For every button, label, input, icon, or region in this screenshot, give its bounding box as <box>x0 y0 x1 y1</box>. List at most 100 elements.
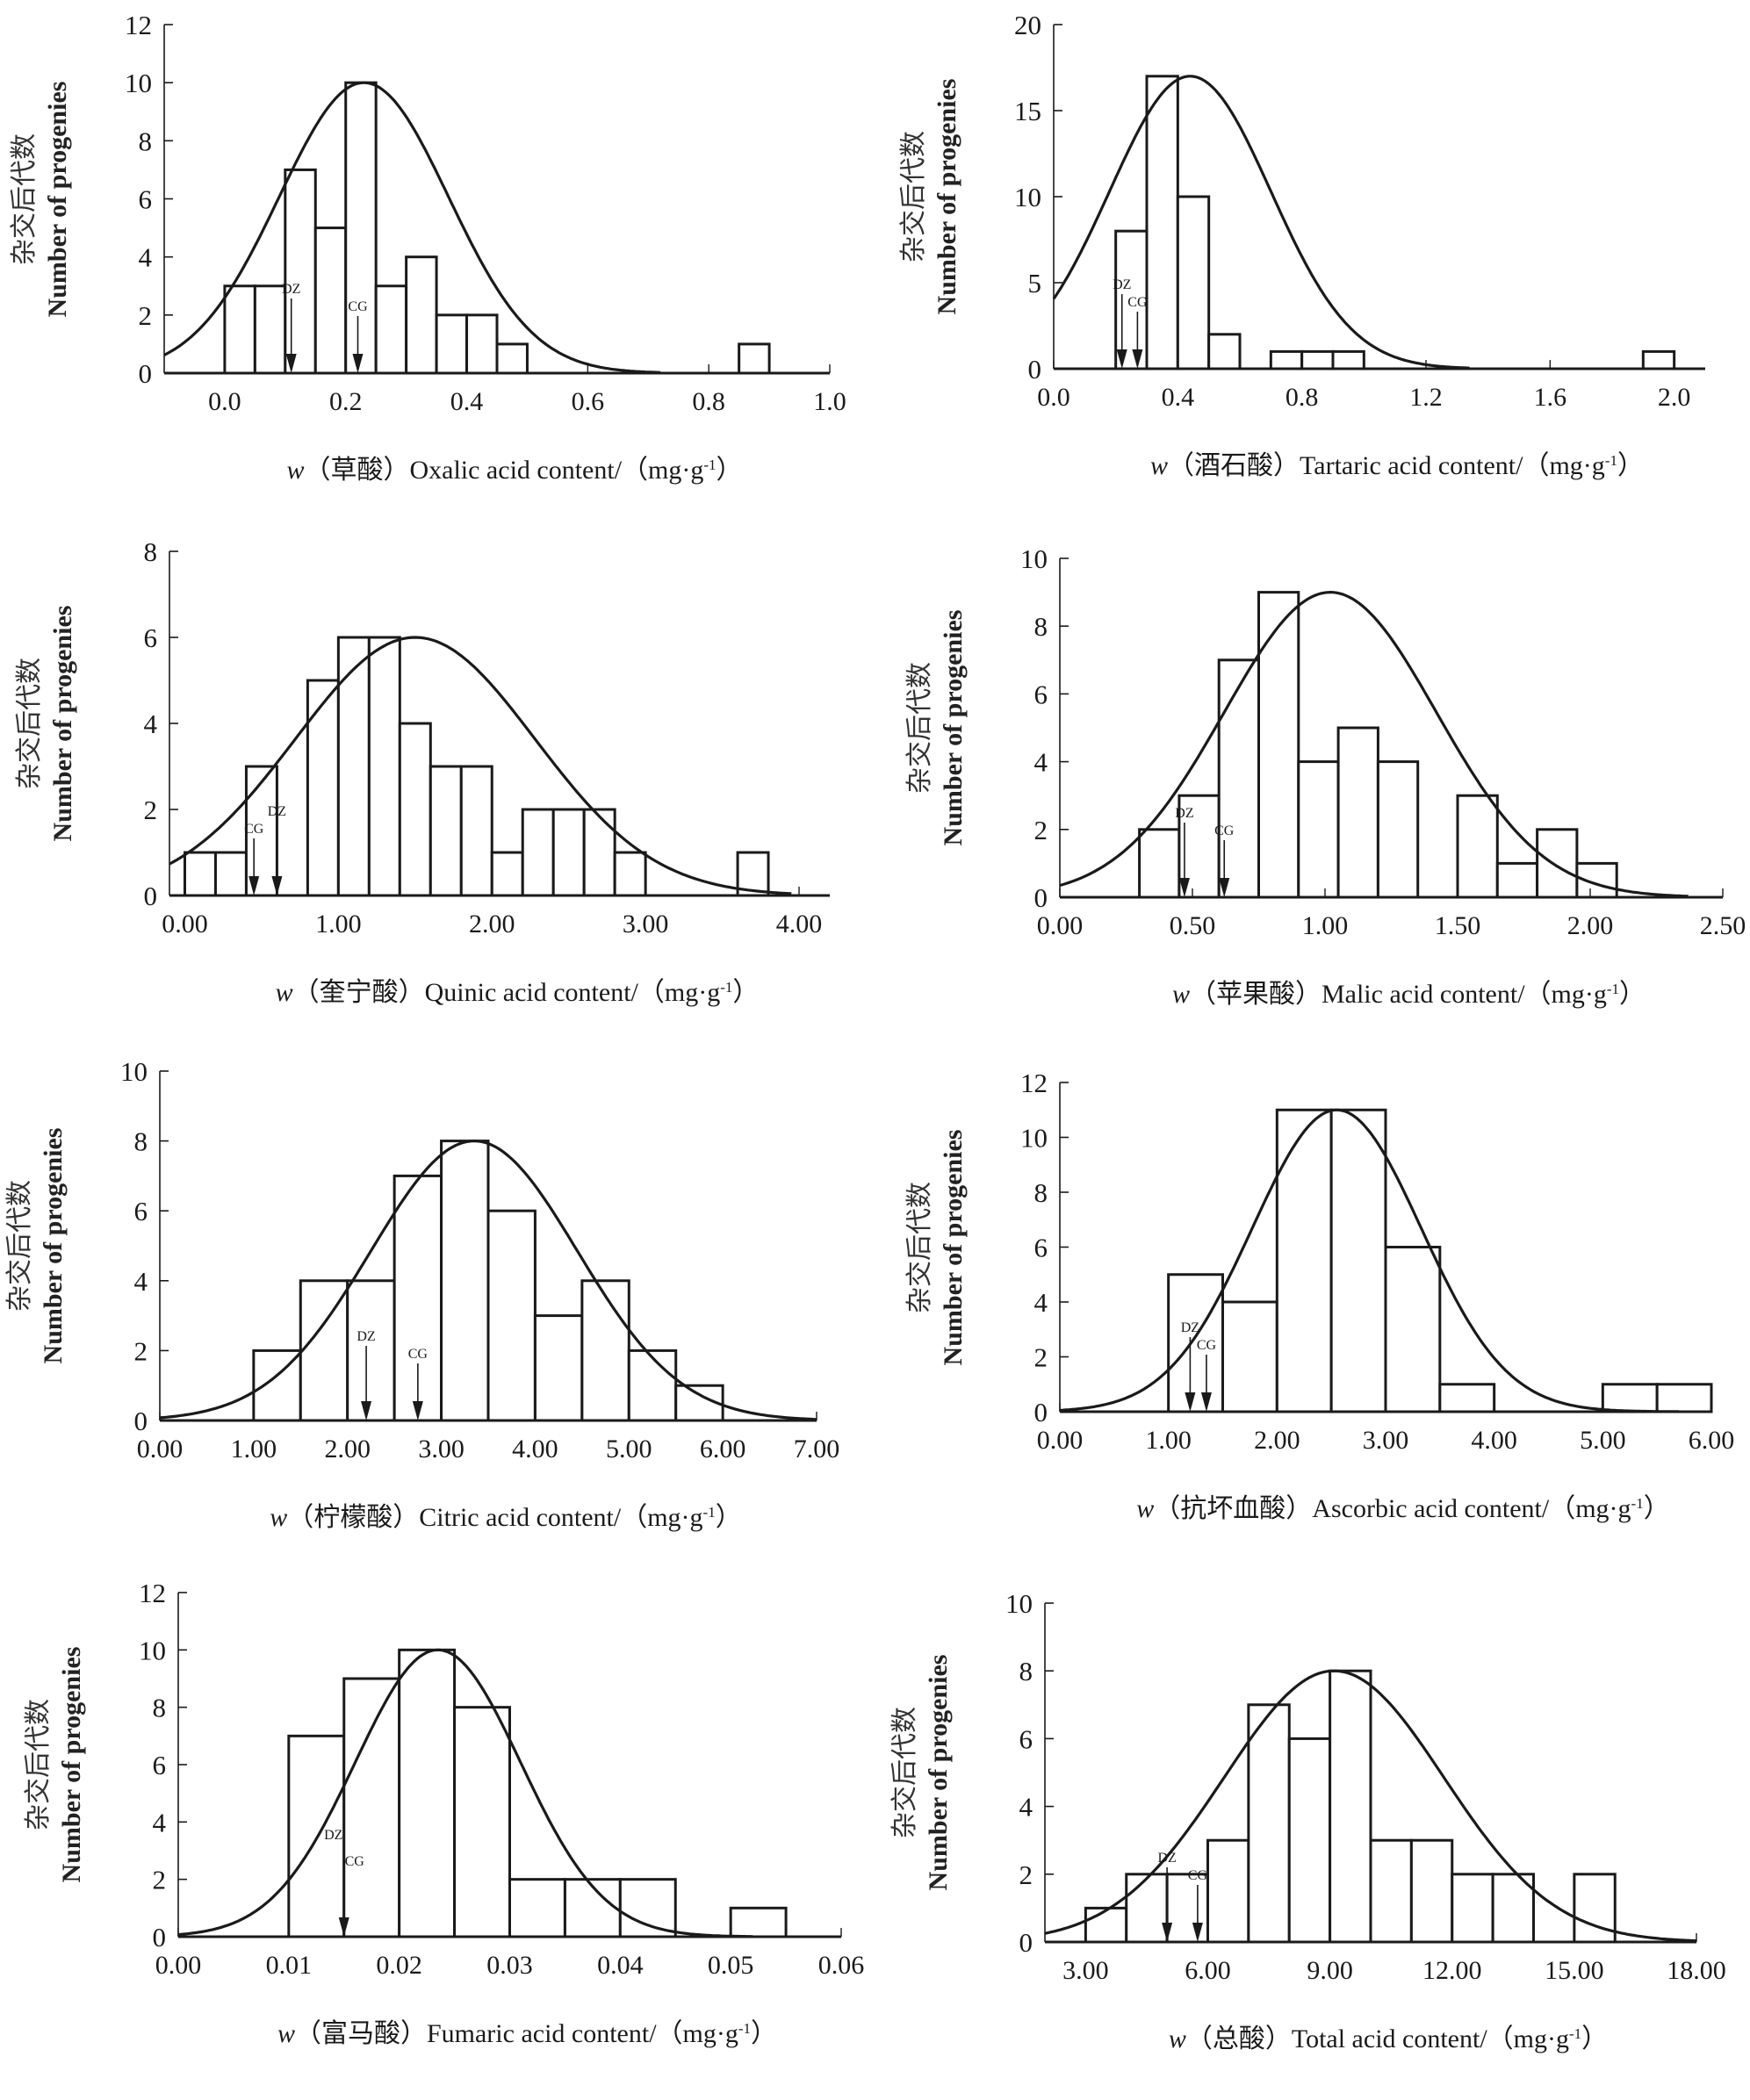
marker-label-cg: CG <box>1127 295 1148 310</box>
x-label-en: Ascorbic acid content/（mg·g <box>1312 1494 1631 1523</box>
y-axis-label-cn: 杂交后代数 <box>899 131 928 262</box>
x-tick-label: 0.4 <box>450 387 484 416</box>
normal-curve <box>1059 590 1689 898</box>
x-tick-label: 0.00 <box>1037 1426 1084 1455</box>
histogram-ascorbic: 0 2 4 6 8 10 12 0.00 1.00 2.00 3.00 4.00 5.00 6.00 DZ C… <box>1020 1068 1734 1455</box>
x-tick-label: 0.00 <box>137 1435 184 1464</box>
y-tick-label: 2 <box>153 1865 167 1895</box>
histogram-bar <box>398 722 432 897</box>
x-tick-label: 1.2 <box>1409 383 1443 412</box>
x-tick-label: 9.00 <box>1307 1956 1353 1985</box>
arrowhead-icon <box>248 876 260 895</box>
y-tick-label: 0 <box>134 1406 148 1436</box>
arrowhead-icon <box>412 1401 423 1420</box>
arrowhead-icon <box>1132 349 1143 369</box>
histogram-bar <box>313 227 348 375</box>
y-tick-label: 0 <box>144 881 158 911</box>
histogram-bar <box>1297 760 1340 899</box>
y-axis-label: 杂交后代数 Number of progenies <box>904 570 970 886</box>
marker-label-cg: CG <box>408 1347 428 1362</box>
histogram-bar <box>1329 1108 1387 1413</box>
arrowhead-icon <box>285 354 297 373</box>
y-axis-label-cn: 杂交后代数 <box>890 1707 919 1838</box>
histogram-bar <box>440 1140 490 1422</box>
x-label-close: ） <box>1617 451 1644 480</box>
x-tick-label: 2.00 <box>1567 911 1614 940</box>
x-label-cn: （酒石酸） <box>1168 451 1300 480</box>
x-tick-label: 1.00 <box>1302 911 1349 940</box>
x-tick-label: 0.8 <box>692 387 725 416</box>
histogram-bar <box>1409 1838 1454 1944</box>
y-tick-label: 0 <box>1034 1397 1048 1428</box>
histogram-bar <box>495 342 529 375</box>
histogram-bar <box>1165 1873 1209 1944</box>
histogram-fumaric: 0 2 4 6 8 10 12 0.00 0.01 0.02 0.03 0.04 0.05 0.06 DZC… <box>139 1578 864 1980</box>
normal-curve <box>1044 1669 1697 1943</box>
histogram-bar <box>508 1878 566 1938</box>
normal-curve <box>163 81 661 374</box>
histogram-bar <box>582 808 616 897</box>
y-tick-label: 8 <box>134 1126 148 1157</box>
histogram-bar <box>253 284 287 375</box>
x-axis-label: w（酒石酸）Tartaric acid content/（mg·g-1） <box>1150 443 1644 482</box>
x-axis-label: w（苹果酸）Malic acid content/（mg·g-1） <box>1172 972 1646 1010</box>
histogram-tartaric: 0 5 10 15 20 0.0 0.4 0.8 1.2 1.6 2.0 DZ CG <box>1014 10 1705 412</box>
x-tick-label: 0.2 <box>329 387 363 416</box>
arrowhead-icon <box>1219 878 1230 897</box>
y-tick-label: 10 <box>1020 1123 1048 1154</box>
y-tick-label: 10 <box>1014 182 1041 212</box>
y-axis-label-en: Number of progenies <box>939 1129 968 1365</box>
x-tick-label: 2.50 <box>1700 911 1746 940</box>
y-tick-label: 20 <box>1014 10 1041 40</box>
y-tick-label: 4 <box>144 708 158 739</box>
histogram-bar <box>213 851 248 897</box>
histogram-bar <box>1145 75 1179 370</box>
histogram-bar <box>183 851 217 897</box>
normal-curve <box>177 1648 753 1938</box>
x-tick-label: 0.0 <box>208 387 241 416</box>
y-tick-label: 6 <box>139 184 153 215</box>
histogram-bar <box>1655 1383 1713 1413</box>
chart-panel-quinic: 0 2 4 6 8 0.00 1.00 2.00 3.00 4.00 DZ CG 杂交后代数 Number… <box>0 525 875 1050</box>
x-tick-label: 5.00 <box>606 1435 652 1464</box>
x-label-cn: （柠檬酸） <box>287 1503 420 1532</box>
x-label-close: ） <box>1581 2024 1609 2053</box>
histogram-bar <box>1084 1906 1128 1944</box>
x-label-en: Citric acid content/（mg·g <box>419 1503 703 1532</box>
y-tick-label: 6 <box>1019 1723 1033 1754</box>
x-tick-label: 5.00 <box>1580 1426 1626 1455</box>
histogram-bar <box>1269 349 1304 370</box>
y-tick-label: 2 <box>1034 1342 1048 1373</box>
y-axis-label-cn: 杂交后代数 <box>15 658 44 789</box>
x-label-close: ） <box>732 978 760 1007</box>
y-tick-label: 8 <box>153 1693 167 1723</box>
histogram-bar <box>1451 1873 1494 1944</box>
histogram-bar <box>1176 195 1211 370</box>
x-label-var: w <box>275 978 293 1007</box>
x-tick-label: 4.00 <box>776 910 823 939</box>
chart-panel-malic: 0 2 4 6 8 10 0.00 0.50 1.00 1.50 2.00 2.50 DZ CG 杂交后代数… <box>875 525 1750 1050</box>
chart-panel-ascorbic: 0 2 4 6 8 10 12 0.00 1.00 2.00 3.00 4.00 5.00 6.00 DZ C… <box>875 1050 1750 1575</box>
chart-panel-fumaric: 0 2 4 6 8 10 12 0.00 0.01 0.02 0.03 0.04 0.05 0.06 DZ C… <box>0 1575 875 2100</box>
x-label-en: Oxalic acid content/（mg·g <box>409 456 704 485</box>
y-tick-label: 0 <box>1028 354 1042 385</box>
histogram-bar <box>342 1677 401 1938</box>
y-axis-label: 杂交后代数 Number of progenies <box>8 41 75 357</box>
marker-label-cg: CG <box>1197 1338 1217 1353</box>
x-label-close: ） <box>751 2019 778 2048</box>
x-label-unit-exponent: -1 <box>702 1504 716 1521</box>
histogram-bar <box>453 1706 511 1938</box>
x-tick-label: 0.00 <box>155 1951 202 1980</box>
x-label-var: w <box>286 456 305 485</box>
bars <box>183 636 770 897</box>
x-tick-label: 2.00 <box>469 910 515 939</box>
histogram-bar <box>563 1878 622 1938</box>
marker-label-cg: CG <box>1214 823 1235 838</box>
x-label-var: w <box>1136 1494 1155 1523</box>
histogram-bar <box>1167 1273 1224 1413</box>
y-axis-label-cn: 杂交后代数 <box>10 133 39 265</box>
histogram-bar <box>284 168 317 375</box>
x-label-close: ） <box>716 456 743 485</box>
x-label-en: Malic acid content/（mg·g <box>1321 980 1607 1009</box>
histogram-total: 0 2 4 6 8 10 3.00 6.00 9.00 12.00 15.00 18.00 DZ CG <box>1005 1588 1726 1985</box>
